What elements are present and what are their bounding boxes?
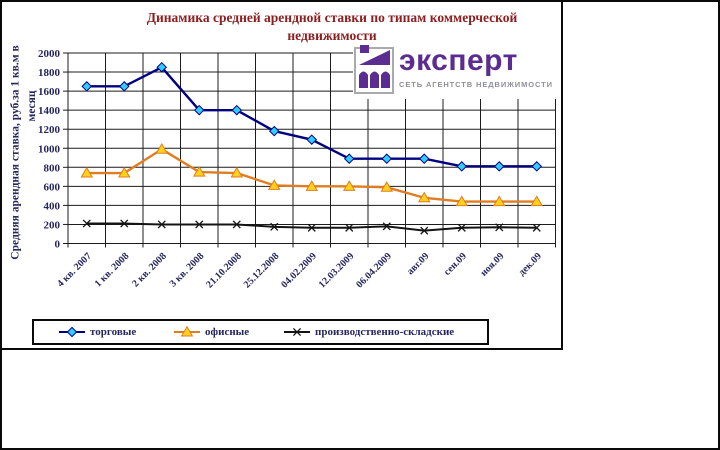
svg-text:1800: 1800 bbox=[38, 67, 61, 79]
series-x bbox=[82, 219, 541, 235]
svg-text:0: 0 bbox=[55, 239, 61, 251]
y-axis-title: Средняя арендная ставка, руб.за 1 кв.м в bbox=[9, 45, 22, 260]
svg-text:2 кв. 2008: 2 кв. 2008 bbox=[130, 251, 169, 290]
chart-title-line1: Динамика средней арендной ставки по типа… bbox=[146, 10, 518, 25]
chart-title-line2: недвижимости bbox=[287, 28, 377, 43]
y-axis-tick-labels: 0 200 400 600 800 1000 1200 1400 1600 1800 2000 bbox=[38, 48, 61, 251]
expert-logo: эксперт СЕТЬ АГЕНТСТВ НЕДВИЖИМОСТИ bbox=[353, 44, 560, 99]
svg-text:1400: 1400 bbox=[38, 105, 61, 117]
series-diamond bbox=[81, 61, 543, 172]
legend-item-proizvodstvenno-skladskie: производственно-складские bbox=[283, 321, 454, 343]
legend-marker-diamond-icon bbox=[59, 326, 85, 338]
svg-text:дек.09: дек.09 bbox=[516, 251, 543, 278]
svg-text:1 кв. 2008: 1 кв. 2008 bbox=[93, 251, 132, 290]
svg-text:21.10.2008: 21.10.2008 bbox=[204, 251, 244, 291]
expert-logo-icon bbox=[354, 45, 394, 94]
svg-text:3 кв. 2008: 3 кв. 2008 bbox=[168, 251, 207, 290]
legend-label: офисные bbox=[205, 326, 250, 338]
legend-marker-triangle-icon bbox=[174, 326, 200, 337]
logo-text-block: эксперт СЕТЬ АГЕНТСТВ НЕДВИЖИМОСТИ bbox=[399, 44, 553, 89]
legend-item-torgovye: торговые bbox=[58, 321, 136, 343]
svg-text:сен.09: сен.09 bbox=[442, 251, 469, 278]
legend: торговые офисные производственно-складск… bbox=[32, 319, 489, 345]
y-axis-title-line2: месяц bbox=[26, 90, 38, 122]
svg-text:1600: 1600 bbox=[38, 86, 61, 98]
logo-tagline: СЕТЬ АГЕНТСТВ НЕДВИЖИМОСТИ bbox=[399, 80, 553, 89]
svg-text:600: 600 bbox=[44, 181, 61, 193]
chart-frame: Динамика средней арендной ставки по типа… bbox=[2, 2, 563, 350]
gridlines bbox=[63, 52, 556, 248]
svg-text:1000: 1000 bbox=[38, 143, 61, 155]
svg-text:авг.09: авг.09 bbox=[405, 251, 431, 277]
chart-title: Динамика средней арендной ставки по типа… bbox=[82, 9, 582, 45]
svg-text:4 кв. 2007: 4 кв. 2007 bbox=[55, 251, 94, 290]
svg-text:400: 400 bbox=[44, 200, 61, 212]
plot-area: 0 200 400 600 800 1000 1200 1400 1600 1800 2000 4 к… bbox=[38, 48, 556, 291]
svg-text:ноя.09: ноя.09 bbox=[478, 251, 506, 279]
legend-marker-x-icon bbox=[284, 327, 310, 337]
svg-text:200: 200 bbox=[44, 219, 61, 231]
series-triangle bbox=[80, 143, 544, 207]
svg-text:04.02.2009: 04.02.2009 bbox=[279, 251, 319, 291]
svg-text:06.04.2009: 06.04.2009 bbox=[354, 251, 394, 291]
svg-text:800: 800 bbox=[44, 162, 61, 174]
legend-item-ofisnye: офисные bbox=[173, 321, 249, 343]
logo-wordmark: эксперт bbox=[399, 44, 518, 77]
svg-text:1200: 1200 bbox=[38, 124, 61, 136]
legend-label: производственно-складские bbox=[315, 326, 455, 338]
legend-label: торговые bbox=[90, 326, 137, 338]
svg-text:25.12.2008: 25.12.2008 bbox=[242, 251, 282, 291]
svg-text:12.03.2009: 12.03.2009 bbox=[317, 251, 357, 291]
svg-text:2000: 2000 bbox=[38, 48, 61, 60]
